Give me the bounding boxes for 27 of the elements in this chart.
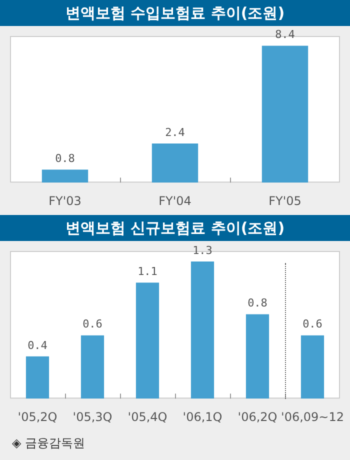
data-label: 0.8 xyxy=(55,152,75,165)
chart-title: 변액보험 신규보험료 추이(조원) xyxy=(0,215,350,241)
x-tick-label: FY'05 xyxy=(268,194,302,208)
x-tick-label: '06,09~12 xyxy=(281,410,344,424)
chart-title: 변액보험 수입보험료 추이(조원) xyxy=(0,0,350,26)
bar xyxy=(136,282,160,399)
bar xyxy=(300,335,324,399)
x-tick-label: '06,2Q xyxy=(238,410,278,424)
data-label: 8.4 xyxy=(275,28,296,42)
bar xyxy=(26,356,50,399)
x-tick-label: '05,3Q xyxy=(72,410,112,424)
x-tick-label: '06,1Q xyxy=(182,410,222,424)
data-label: 2.4 xyxy=(165,126,186,139)
data-label: 0.4 xyxy=(28,338,48,352)
text: ◈ 금융감독원 xyxy=(11,435,86,452)
x-tick-label: '05,2Q xyxy=(18,410,58,424)
x-tick-label: FY'03 xyxy=(48,194,82,208)
bar xyxy=(80,335,104,399)
x-tick-label: '05,4Q xyxy=(128,410,168,424)
data-label: 1.3 xyxy=(192,244,212,257)
x-tick-label: FY'04 xyxy=(158,194,192,208)
data-label: 0.6 xyxy=(82,318,102,331)
data-label: 1.1 xyxy=(138,264,158,278)
bar xyxy=(190,262,214,399)
data-label: 0.6 xyxy=(302,318,322,331)
data-label: 0.8 xyxy=(248,296,268,310)
bar xyxy=(246,314,270,399)
